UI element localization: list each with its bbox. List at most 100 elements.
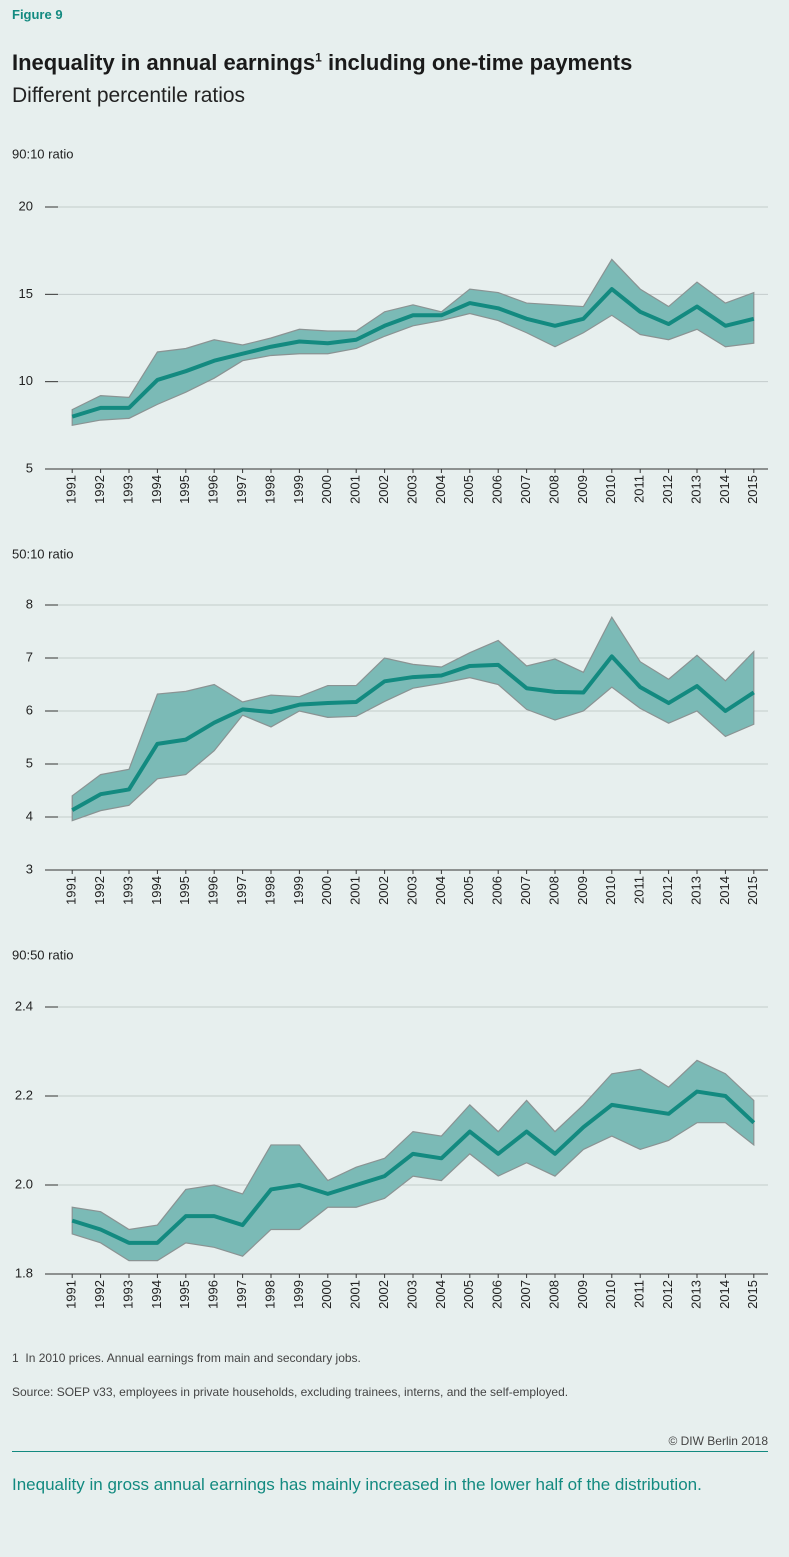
x-tick-label: 2002 — [376, 876, 391, 905]
y-axis-label: 90:50 ratio — [12, 947, 73, 962]
x-tick-label: 1997 — [234, 1280, 249, 1309]
x-tick-label: 2001 — [348, 1280, 363, 1309]
x-tick-label: 1997 — [234, 475, 249, 504]
x-tick-label: 2012 — [660, 475, 675, 504]
x-tick-label: 2009 — [575, 1280, 590, 1309]
y-tick-label: 7 — [26, 649, 33, 664]
x-tick-label: 1992 — [92, 475, 107, 504]
series-line — [71, 287, 755, 419]
x-tick-label: 2002 — [376, 475, 391, 504]
x-tick-label: 1999 — [291, 876, 306, 905]
y-tick-label: 2.2 — [15, 1087, 33, 1102]
y-tick-label: 3 — [26, 861, 33, 876]
x-tick-label: 1998 — [262, 475, 277, 504]
x-tick-label: 1998 — [262, 876, 277, 905]
x-tick-label: 2012 — [660, 1280, 675, 1309]
y-axis-label: 90:10 ratio — [12, 146, 73, 161]
figure-label: Figure 9 — [12, 7, 63, 22]
x-tick-label: 1991 — [64, 475, 79, 504]
x-tick-label: 1992 — [92, 876, 107, 905]
band-area — [71, 258, 755, 427]
title-text: Inequality in annual earnings — [12, 50, 316, 75]
x-tick-label: 1995 — [177, 475, 192, 504]
divider — [12, 1451, 768, 1452]
band-area — [71, 1059, 755, 1262]
x-tick-label: 2003 — [404, 1280, 419, 1309]
y-tick-label: 20 — [19, 198, 33, 213]
x-tick-label: 2011 — [632, 876, 647, 904]
footnote-text: In 2010 prices. Annual earnings from mai… — [25, 1351, 361, 1365]
x-tick-label: 2000 — [319, 876, 334, 905]
x-tick-label: 2002 — [376, 1280, 391, 1309]
x-tick-label: 2011 — [632, 475, 647, 503]
x-tick-label: 2013 — [688, 1280, 703, 1309]
x-tick-label: 2013 — [688, 475, 703, 504]
x-tick-label: 2014 — [717, 475, 732, 504]
x-tick-label: 2001 — [348, 475, 363, 504]
x-tick-label: 1997 — [234, 876, 249, 905]
x-tick-label: 1994 — [149, 1280, 164, 1309]
x-tick-label: 2003 — [404, 475, 419, 504]
x-tick-label: 2013 — [688, 876, 703, 905]
x-tick-label: 1993 — [120, 876, 135, 905]
footnote-mark: 1 — [12, 1351, 19, 1365]
conclusion: Inequality in gross annual earnings has … — [12, 1475, 702, 1494]
x-tick-label: 2008 — [546, 1280, 561, 1309]
x-tick-label: 2014 — [717, 1280, 732, 1309]
x-tick-label: 2015 — [745, 876, 760, 905]
x-tick-label: 2015 — [745, 1280, 760, 1309]
x-tick-label: 2005 — [461, 876, 476, 905]
x-tick-label: 2009 — [575, 876, 590, 905]
x-tick-label: 2001 — [348, 876, 363, 905]
y-tick-label: 6 — [26, 702, 33, 717]
x-tick-label: 2010 — [603, 475, 618, 504]
x-tick-label: 2006 — [490, 876, 505, 905]
x-tick-label: 2012 — [660, 876, 675, 905]
x-tick-label: 1996 — [206, 475, 221, 504]
x-tick-label: 1991 — [64, 876, 79, 905]
x-tick-label: 2000 — [319, 475, 334, 504]
y-tick-label: 5 — [26, 755, 33, 770]
x-tick-label: 1992 — [92, 1280, 107, 1309]
x-tick-label: 1996 — [206, 1280, 221, 1309]
y-tick-label: 1.8 — [15, 1265, 33, 1280]
x-tick-label: 2007 — [518, 876, 533, 905]
x-tick-label: 1994 — [149, 475, 164, 504]
x-tick-label: 2004 — [433, 1280, 448, 1309]
y-axis-label: 50:10 ratio — [12, 546, 73, 561]
x-tick-label: 1995 — [177, 1280, 192, 1309]
x-tick-label: 1995 — [177, 876, 192, 905]
title-rest: including one-time payments — [327, 50, 633, 75]
x-tick-label: 2006 — [490, 1280, 505, 1309]
series-line — [71, 1089, 756, 1245]
x-tick-label: 2005 — [461, 475, 476, 504]
x-tick-label: 2010 — [603, 1280, 618, 1309]
x-tick-label: 1993 — [120, 475, 135, 504]
y-tick-label: 5 — [26, 460, 33, 475]
x-tick-label: 2004 — [433, 876, 448, 905]
x-tick-label: 1991 — [64, 1280, 79, 1309]
x-tick-label: 2000 — [319, 1280, 334, 1309]
footnote: 1 In 2010 prices. Annual earnings from m… — [12, 1351, 361, 1365]
x-tick-label: 2006 — [490, 475, 505, 504]
band-area — [71, 615, 755, 822]
x-tick-label: 2009 — [575, 475, 590, 504]
y-tick-label: 4 — [26, 808, 33, 823]
y-tick-label: 2.0 — [15, 1176, 33, 1191]
x-tick-label: 2014 — [717, 876, 732, 905]
y-tick-label: 2.4 — [15, 998, 33, 1013]
x-tick-label: 2011 — [632, 1280, 647, 1308]
x-tick-label: 2008 — [546, 475, 561, 504]
copyright: © DIW Berlin 2018 — [668, 1434, 768, 1448]
source: Source: SOEP v33, employees in private h… — [12, 1385, 569, 1399]
x-tick-label: 2008 — [546, 876, 561, 905]
x-tick-label: 1996 — [206, 876, 221, 905]
x-tick-label: 1993 — [120, 1280, 135, 1309]
subtitle: Different percentile ratios — [12, 84, 246, 107]
x-tick-label: 1994 — [149, 876, 164, 905]
x-tick-label: 1999 — [291, 1280, 306, 1309]
x-tick-label: 1999 — [291, 475, 306, 504]
y-tick-label: 8 — [26, 596, 33, 611]
